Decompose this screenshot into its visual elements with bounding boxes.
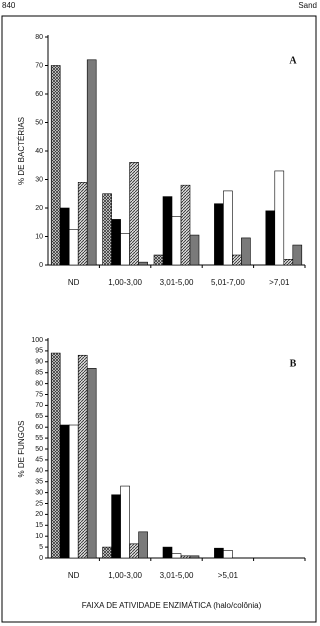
bar (86, 59, 97, 266)
page-number: 840 (2, 1, 16, 10)
bar (214, 203, 224, 266)
bar (111, 494, 121, 559)
y-axis-label: % DE BACTÉRIAS (17, 117, 26, 185)
bar (283, 258, 294, 266)
bar (180, 184, 191, 266)
y-tick-label: 0 (39, 555, 43, 562)
y-tick-label: 10 (35, 233, 43, 240)
bar (68, 229, 79, 266)
y-tick-label: 45 (35, 457, 43, 464)
y-tick-label: 10 (35, 533, 43, 540)
x-tick-label: ND (68, 278, 80, 287)
bar (68, 424, 79, 559)
y-tick-label: 80 (35, 34, 43, 41)
y-tick-label: 60 (35, 91, 43, 98)
figure-frame (1, 15, 317, 623)
y-tick-label: 20 (35, 205, 43, 212)
bar (102, 546, 112, 559)
y-tick-label: 75 (35, 391, 43, 398)
y-tick-label: 20 (35, 511, 43, 518)
bar (241, 237, 251, 266)
y-tick-label: 50 (35, 446, 43, 453)
y-tick-label: 55 (35, 435, 43, 442)
bar (138, 261, 148, 266)
y-tick-label: 80 (35, 380, 43, 387)
y-tick-label: 30 (35, 176, 43, 183)
y-tick-label: 50 (35, 119, 43, 126)
bar (223, 550, 233, 559)
bar (50, 65, 61, 266)
x-tick-label: 3,01-5,00 (160, 571, 194, 580)
y-tick-label: 35 (35, 479, 43, 486)
y-tick-label: 65 (35, 413, 43, 420)
bar (223, 190, 233, 266)
bar (120, 485, 130, 559)
bar (86, 368, 97, 559)
bar (162, 546, 173, 559)
bar (77, 354, 88, 559)
bar (232, 254, 242, 266)
bar (153, 254, 164, 266)
y-tick-label: 40 (35, 468, 43, 475)
running-head: Sand (298, 1, 317, 10)
y-tick-label: 40 (35, 148, 43, 155)
panel-label: B (290, 358, 297, 369)
y-tick-label: 90 (35, 359, 43, 366)
bar (59, 207, 70, 266)
bar (120, 233, 130, 266)
y-tick-label: 0 (39, 262, 43, 269)
y-tick-label: 5 (39, 544, 43, 551)
x-tick-label: 5,01-7,00 (211, 278, 245, 287)
x-tick-label: 1,00-3,00 (108, 571, 142, 580)
x-tick-label: ND (68, 571, 80, 580)
bar (189, 555, 200, 559)
bar (50, 352, 61, 559)
x-axis-label: FAIXA DE ATIVIDADE ENZIMÁTICA (halo/colô… (82, 601, 262, 610)
x-tick-label: 3,01-5,00 (160, 278, 194, 287)
bar (171, 216, 182, 266)
x-tick-label: >5,01 (218, 571, 239, 580)
bar (138, 531, 148, 559)
bar (162, 196, 173, 266)
bar (274, 170, 285, 266)
bar (111, 219, 121, 266)
bar (129, 162, 139, 266)
y-tick-label: 25 (35, 500, 43, 507)
y-tick-label: 100 (31, 337, 43, 344)
y-tick-label: 30 (35, 489, 43, 496)
y-tick-label: 70 (35, 402, 43, 409)
y-tick-label: 95 (35, 348, 43, 355)
bar (189, 234, 200, 266)
x-tick-label: 1,00-3,00 (108, 278, 142, 287)
x-tick-label: >7,01 (269, 278, 290, 287)
bar (214, 547, 224, 559)
bar (102, 193, 112, 266)
bar (265, 210, 276, 266)
y-tick-label: 70 (35, 62, 43, 69)
bar (292, 244, 303, 266)
y-tick-label: 85 (35, 370, 43, 377)
bar (59, 424, 70, 559)
bar (171, 553, 182, 559)
bar (129, 543, 139, 559)
y-tick-label: 15 (35, 522, 43, 529)
bar (77, 182, 88, 266)
y-axis-label: % DE FUNGOS (17, 421, 26, 478)
panel-label: A (289, 55, 297, 66)
bar (180, 555, 191, 559)
y-tick-label: 60 (35, 424, 43, 431)
